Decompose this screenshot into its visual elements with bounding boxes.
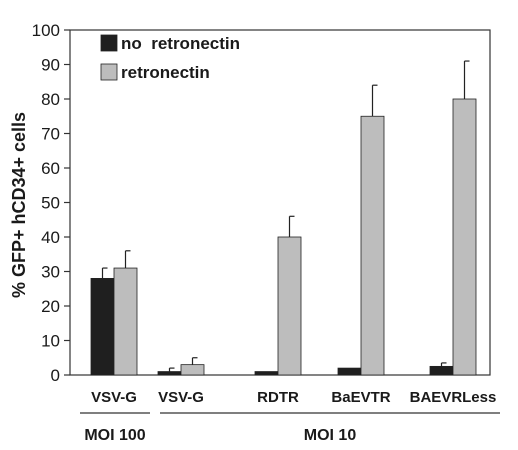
bar-no-retronectin — [90, 277, 115, 376]
y-tick-label: 80 — [41, 90, 60, 109]
y-tick-label: 50 — [41, 194, 60, 213]
x-category-label: VSV-G — [91, 389, 137, 406]
x-category-label: VSV-G — [158, 389, 204, 406]
y-tick-label: 60 — [41, 159, 60, 178]
legend-swatch — [100, 34, 118, 52]
y-tick-label: 100 — [32, 21, 60, 40]
bar-retronectin — [113, 267, 138, 376]
x-category-label: BaEVTR — [331, 389, 390, 406]
bar-retronectin — [360, 115, 385, 376]
x-category-label: RDTR — [257, 389, 299, 406]
legend-label: no retronectin — [121, 34, 240, 53]
bar-no-retronectin — [337, 367, 362, 376]
group-label: MOI 10 — [304, 427, 357, 444]
bar-no-retronectin — [254, 371, 279, 376]
bar-no-retronectin — [429, 365, 454, 376]
legend-label: retronectin — [121, 63, 210, 82]
y-tick-label: 40 — [41, 228, 60, 247]
y-tick-label: 10 — [41, 332, 60, 351]
y-tick-label: 90 — [41, 56, 60, 75]
bar-retronectin — [180, 364, 205, 376]
bar-retronectin — [277, 236, 302, 376]
x-category-label: BAEVRLess — [410, 389, 497, 406]
bar-retronectin — [452, 98, 477, 376]
legend-swatch — [100, 63, 118, 81]
group-label: MOI 100 — [84, 427, 145, 444]
y-tick-label: 70 — [41, 125, 60, 144]
y-tick-label: 20 — [41, 297, 60, 316]
y-tick-label: 0 — [51, 366, 60, 385]
y-tick-label: 30 — [41, 263, 60, 282]
y-axis-title: % GFP+ hCD34+ cells — [9, 112, 29, 298]
bar-no-retronectin — [157, 371, 182, 376]
